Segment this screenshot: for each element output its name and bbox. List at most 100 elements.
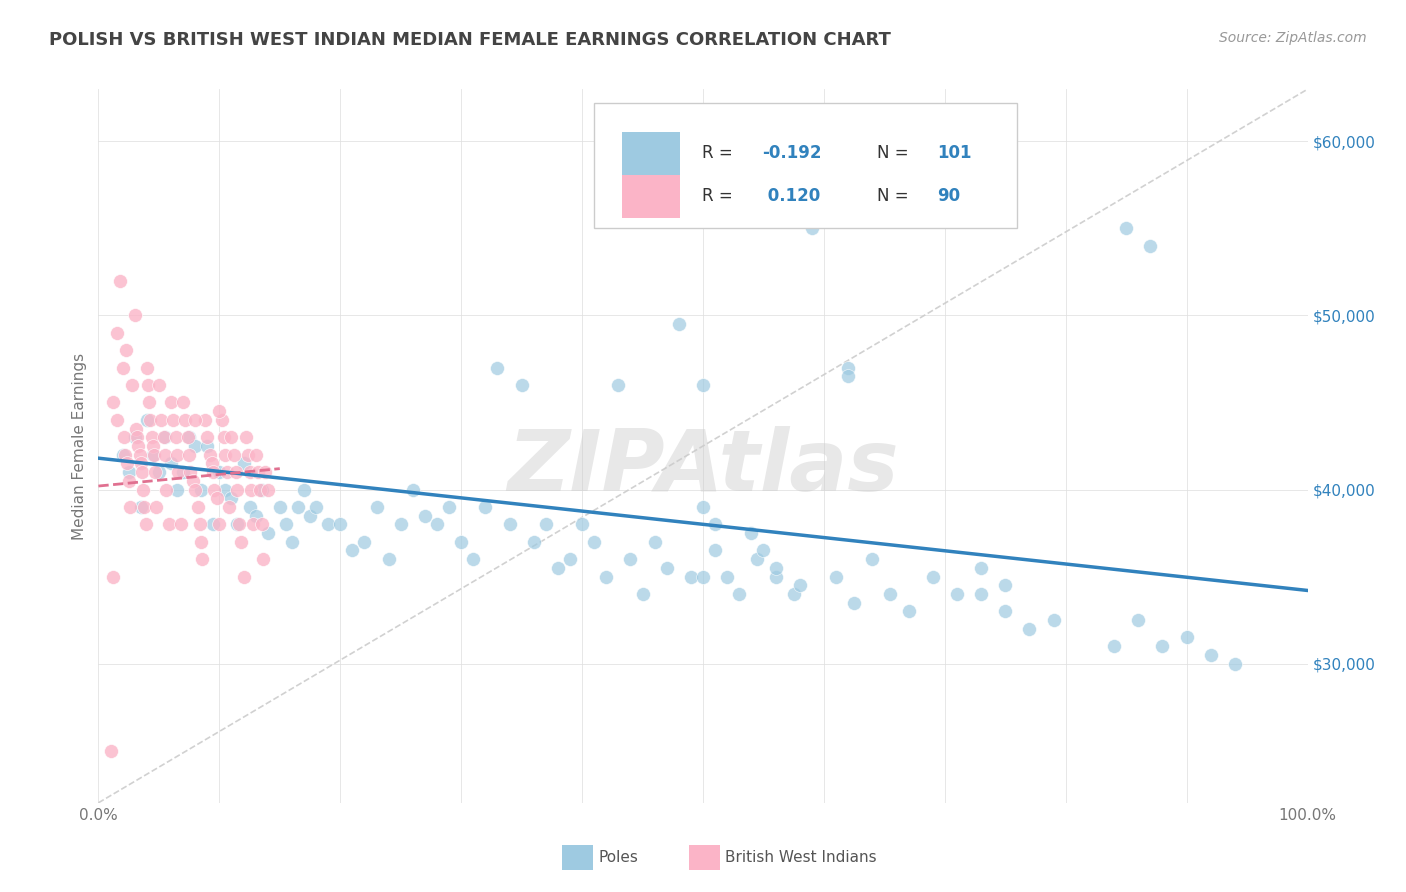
Point	[256, 526, 278, 541]
Point	[145, 500, 167, 514]
Point	[728, 587, 751, 601]
Point	[235, 430, 257, 444]
Point	[118, 500, 141, 514]
Point	[1139, 239, 1161, 253]
Point	[679, 569, 702, 583]
Point	[239, 465, 262, 479]
Point	[215, 465, 238, 479]
Point	[136, 378, 159, 392]
Point	[214, 448, 236, 462]
Point	[250, 517, 273, 532]
Point	[389, 517, 412, 532]
Point	[342, 543, 364, 558]
Point	[921, 569, 943, 583]
Point	[747, 552, 769, 566]
Text: ZIPAtlas: ZIPAtlas	[508, 425, 898, 509]
Point	[179, 465, 201, 479]
Point	[782, 587, 804, 601]
Point	[619, 552, 641, 566]
Point	[377, 552, 399, 566]
Point	[437, 500, 460, 514]
Point	[631, 587, 654, 601]
Point	[329, 517, 352, 532]
Text: 90: 90	[938, 187, 960, 205]
Text: Poles: Poles	[599, 850, 638, 864]
Point	[191, 552, 214, 566]
Point	[547, 561, 569, 575]
Point	[498, 517, 520, 532]
Point	[450, 534, 472, 549]
Point	[879, 587, 901, 601]
Text: R =: R =	[702, 145, 738, 162]
Point	[692, 378, 714, 392]
Point	[239, 483, 262, 497]
Point	[523, 534, 546, 549]
Point	[142, 439, 165, 453]
Point	[135, 517, 157, 532]
Point	[256, 483, 278, 497]
Point	[860, 552, 883, 566]
Point	[644, 534, 666, 549]
Point	[254, 465, 277, 479]
Point	[534, 517, 557, 532]
Point	[153, 430, 176, 444]
Point	[129, 457, 152, 471]
Point	[184, 483, 207, 497]
Point	[127, 439, 149, 453]
Point	[201, 457, 224, 471]
Text: Source: ZipAtlas.com: Source: ZipAtlas.com	[1219, 31, 1367, 45]
Point	[510, 378, 533, 392]
Point	[692, 569, 714, 583]
Point	[716, 569, 738, 583]
Text: R =: R =	[702, 187, 738, 205]
Point	[118, 465, 141, 479]
Point	[157, 517, 180, 532]
Point	[218, 500, 240, 514]
Point	[195, 430, 218, 444]
Point	[155, 483, 177, 497]
Point	[181, 474, 204, 488]
Point	[105, 326, 128, 340]
Point	[169, 517, 191, 532]
Point	[194, 413, 217, 427]
Point	[232, 569, 254, 583]
Point	[1018, 622, 1040, 636]
Point	[655, 561, 678, 575]
Point	[269, 500, 291, 514]
Point	[970, 561, 993, 575]
Point	[184, 413, 207, 427]
Text: N =: N =	[877, 145, 914, 162]
Point	[115, 343, 138, 358]
Point	[1128, 613, 1150, 627]
Point	[402, 483, 425, 497]
Point	[172, 395, 194, 409]
Point	[558, 552, 581, 566]
Text: POLISH VS BRITISH WEST INDIAN MEDIAN FEMALE EARNINGS CORRELATION CHART: POLISH VS BRITISH WEST INDIAN MEDIAN FEM…	[49, 31, 891, 49]
Point	[112, 430, 135, 444]
Point	[752, 543, 775, 558]
Point	[1042, 613, 1064, 627]
Point	[305, 500, 328, 514]
Point	[837, 369, 859, 384]
Point	[704, 517, 727, 532]
Point	[190, 483, 212, 497]
Point	[143, 465, 166, 479]
Point	[837, 360, 859, 375]
Point	[353, 534, 375, 549]
Point	[607, 378, 630, 392]
Point	[134, 500, 156, 514]
FancyBboxPatch shape	[595, 103, 1018, 228]
Point	[208, 517, 231, 532]
Point	[132, 483, 155, 497]
Point	[212, 430, 235, 444]
Point	[117, 457, 139, 471]
Point	[281, 534, 304, 549]
Point	[111, 360, 134, 375]
Point	[844, 596, 866, 610]
Point	[184, 439, 207, 453]
Point	[226, 517, 249, 532]
Point	[486, 360, 509, 375]
Point	[211, 413, 233, 427]
Point	[204, 483, 226, 497]
Point	[127, 430, 149, 444]
